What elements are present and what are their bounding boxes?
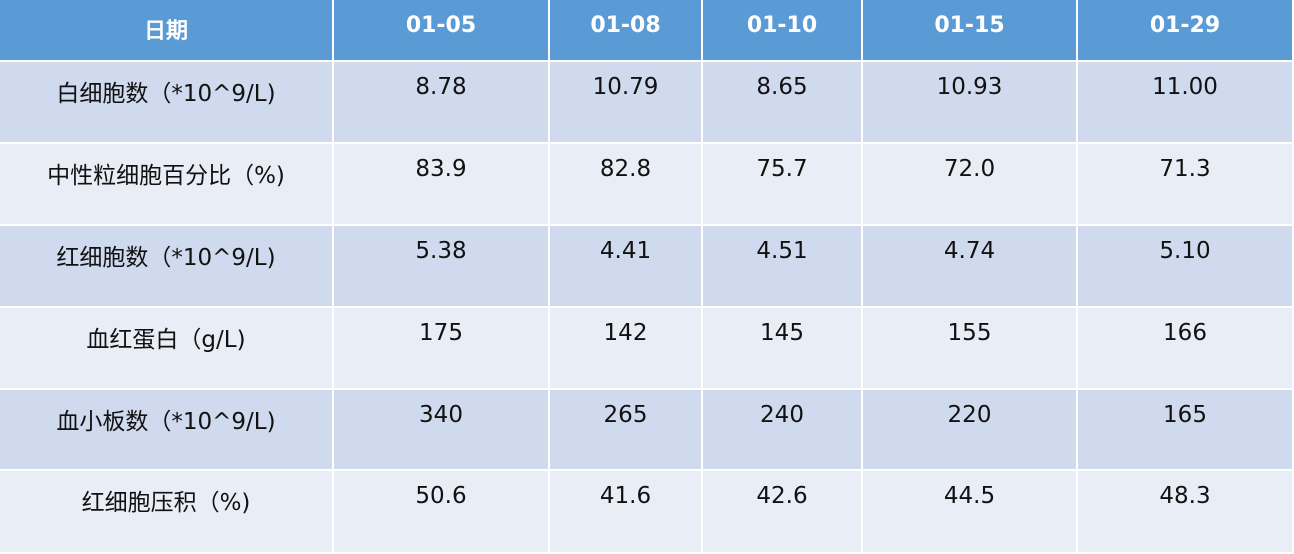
row-label: 红细胞数（*10^9/L): [0, 226, 332, 306]
header-cell: 01-29: [1078, 0, 1292, 60]
table-cell: 71.3: [1078, 144, 1292, 224]
table-cell: 4.74: [863, 226, 1076, 306]
table-cell: 75.7: [703, 144, 861, 224]
table-cell: 10.93: [863, 62, 1076, 142]
table-cell: 265: [550, 390, 701, 469]
row-label: 血小板数（*10^9/L): [0, 390, 332, 469]
table-cell: 48.3: [1078, 471, 1292, 552]
row-label: 血红蛋白（g/L): [0, 308, 332, 388]
table-cell: 155: [863, 308, 1076, 388]
table-cell: 44.5: [863, 471, 1076, 552]
row-label: 白细胞数（*10^9/L): [0, 62, 332, 142]
table-cell: 83.9: [334, 144, 548, 224]
header-cell: 日期: [0, 0, 332, 60]
table-cell: 166: [1078, 308, 1292, 388]
table-cell: 72.0: [863, 144, 1076, 224]
table-cell: 240: [703, 390, 861, 469]
table-cell: 10.79: [550, 62, 701, 142]
table-cell: 11.00: [1078, 62, 1292, 142]
table-cell: 145: [703, 308, 861, 388]
table-cell: 5.10: [1078, 226, 1292, 306]
table-cell: 4.51: [703, 226, 861, 306]
table-cell: 8.78: [334, 62, 548, 142]
row-label: 红细胞压积（%): [0, 471, 332, 552]
table-cell: 42.6: [703, 471, 861, 552]
table-cell: 220: [863, 390, 1076, 469]
header-cell: 01-05: [334, 0, 548, 60]
table-cell: 8.65: [703, 62, 861, 142]
table-cell: 82.8: [550, 144, 701, 224]
table-cell: 340: [334, 390, 548, 469]
table-cell: 4.41: [550, 226, 701, 306]
table-cell: 41.6: [550, 471, 701, 552]
header-cell: 01-08: [550, 0, 701, 60]
header-cell: 01-15: [863, 0, 1076, 60]
row-label: 中性粒细胞百分比（%): [0, 144, 332, 224]
table-cell: 5.38: [334, 226, 548, 306]
table-cell: 142: [550, 308, 701, 388]
table-cell: 165: [1078, 390, 1292, 469]
table-cell: 175: [334, 308, 548, 388]
table-cell: 50.6: [334, 471, 548, 552]
header-cell: 01-10: [703, 0, 861, 60]
